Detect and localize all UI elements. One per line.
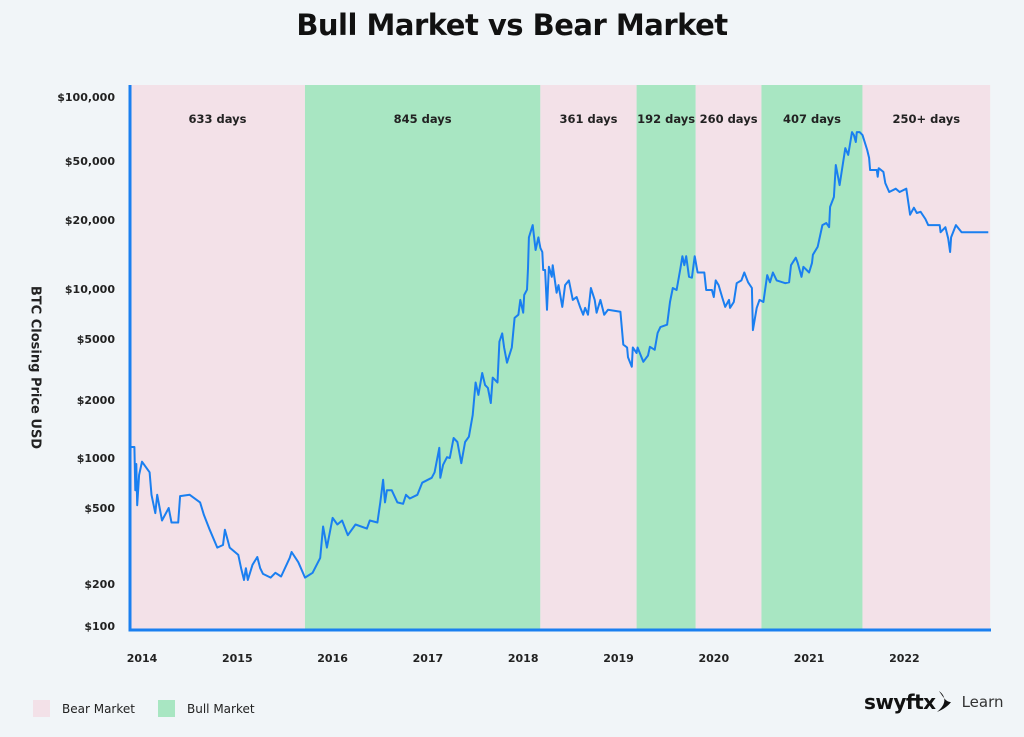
y-tick-label: $2000 [77, 394, 116, 407]
band-duration-label: 361 days [559, 112, 617, 126]
y-tick-label: $500 [84, 502, 115, 515]
y-tick-label: $100,000 [57, 91, 115, 104]
y-tick-label: $5000 [77, 333, 116, 346]
y-tick-label: $1000 [77, 452, 116, 465]
bear-market-band [540, 85, 637, 630]
band-duration-label: 250+ days [893, 112, 961, 126]
y-tick-label: $100 [84, 620, 115, 633]
x-tick-label: 2022 [889, 652, 920, 665]
x-tick-label: 2015 [222, 652, 253, 665]
chart-title: Bull Market vs Bear Market [296, 8, 728, 42]
band-duration-label: 845 days [394, 112, 452, 126]
band-duration-label: 407 days [783, 112, 841, 126]
y-tick-label: $50,000 [65, 155, 115, 168]
legend-item-bull: Bull Market [158, 700, 255, 717]
logo-brand: swyftx [864, 690, 936, 714]
y-tick-label: $10,000 [65, 283, 115, 296]
band-duration-label: 192 days [637, 112, 695, 126]
x-tick-label: 2021 [794, 652, 825, 665]
bear-market-band [862, 85, 991, 630]
swyftx-logo: swyftx Learn [864, 690, 1004, 714]
x-tick-label: 2019 [603, 652, 634, 665]
bear-swatch [33, 700, 50, 717]
y-tick-label: $20,000 [65, 214, 115, 227]
band-duration-label: 633 days [188, 112, 246, 126]
y-tick-label: $200 [84, 578, 115, 591]
btc-price-line [128, 131, 989, 581]
x-tick-label: 2016 [317, 652, 348, 665]
x-tick-label: 2017 [413, 652, 444, 665]
legend-label: Bear Market [62, 701, 135, 716]
swift-bird-icon [936, 691, 951, 712]
legend-label: Bull Market [187, 701, 255, 716]
bull-market-band [761, 85, 863, 630]
band-duration-label: 260 days [700, 112, 758, 126]
legend-item-bear: Bear Market [33, 700, 135, 717]
x-tick-label: 2014 [127, 652, 158, 665]
bear-market-band [695, 85, 762, 630]
x-tick-label: 2018 [508, 652, 539, 665]
bear-market-band [130, 85, 305, 630]
y-axis-title: BTC Closing Price USD [27, 285, 43, 450]
bull-market-band [304, 85, 541, 630]
bull-swatch [158, 700, 175, 717]
x-tick-label: 2020 [698, 652, 729, 665]
logo-learn: Learn [961, 693, 1004, 711]
